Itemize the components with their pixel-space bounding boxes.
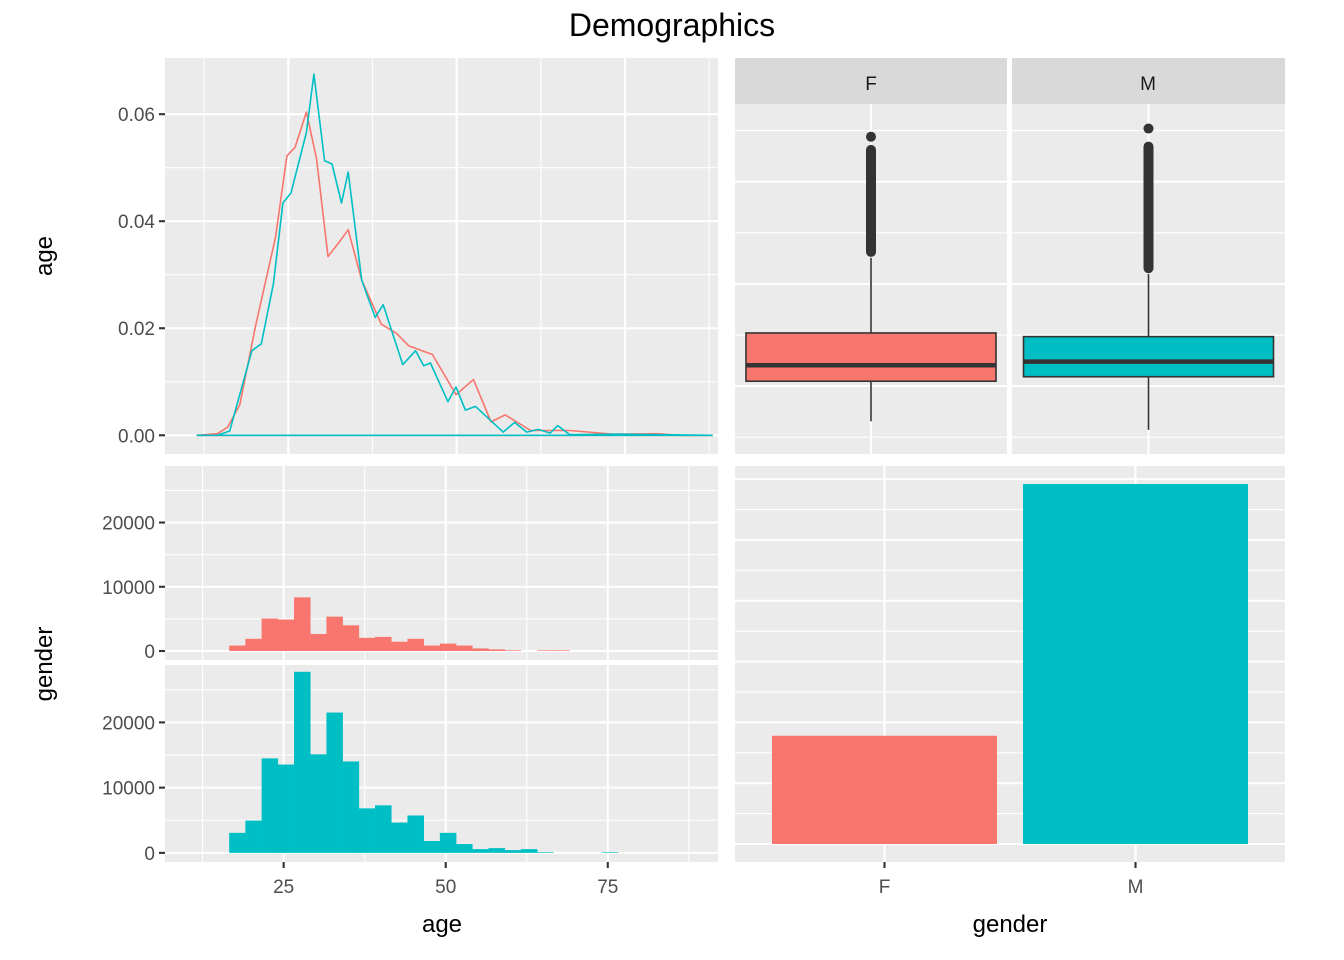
histogram-bar-M: [537, 852, 554, 853]
histogram-F-background: [165, 466, 718, 660]
y-axis-title-age: age: [31, 236, 58, 276]
histogram-bar-M: [294, 671, 311, 853]
histogram-bar-F: [537, 650, 554, 652]
density-panel-background: [165, 58, 718, 454]
histogram-bar-M: [520, 849, 538, 853]
histogram-bar-M: [245, 820, 262, 853]
histogram-bar-M: [375, 805, 392, 853]
histogram-bar-F: [472, 648, 489, 652]
histogram-x-tick-label: 25: [273, 877, 294, 898]
strip-F: [735, 58, 1007, 104]
histogram-bar-F: [553, 650, 570, 652]
histogram-bar-F: [229, 645, 246, 652]
boxplot-outliers-F: [866, 144, 876, 257]
histogram-bar-F: [261, 618, 279, 652]
strip-label-M: M: [1140, 74, 1156, 95]
histogram-bar-M: [456, 844, 473, 853]
boxplot-max-outlier-M: [1143, 123, 1154, 134]
histogram-y-tick-label: 20000: [102, 514, 155, 535]
density-y-tick-label: 0.04: [118, 212, 155, 233]
histogram-y-tick-label: 20000: [102, 713, 155, 734]
boxplot-marks: [745, 123, 1275, 430]
histogram-bar-F: [326, 616, 343, 652]
histogram-bar-F: [439, 643, 457, 652]
histogram-bar-F: [310, 633, 327, 652]
x-axis-title-age: age: [422, 911, 462, 938]
histogram-x-tick-label: 75: [597, 877, 618, 898]
histogram-bar-M: [472, 849, 489, 853]
density-line-M: [196, 73, 713, 437]
histogram-bar-F: [423, 645, 441, 652]
density-gridlines: [165, 58, 718, 454]
histogram-axes: 0 10000 20000 0 10000 20000 25 50 75: [102, 514, 618, 898]
histogram-bar-F: [245, 638, 262, 652]
histogram-bar-F: [456, 645, 473, 652]
histogram-bar-M: [342, 761, 360, 853]
histogram-bar-F: [407, 638, 424, 652]
plot-title: Demographics: [569, 7, 775, 43]
histogram-bar-M: [504, 850, 522, 853]
histogram-bar-M: [277, 764, 295, 853]
boxplot-panel: F M: [735, 58, 1285, 454]
histogram-x-tick-label: 50: [435, 877, 456, 898]
histogram-bar-M: [423, 840, 441, 853]
histogram-y-tick-label: 0: [144, 844, 155, 865]
histogram-bar-F: [277, 619, 295, 652]
histogram-bar-M: [601, 852, 619, 853]
histogram-bar-M: [261, 758, 279, 853]
boxplot-max-outlier-F: [866, 131, 876, 142]
gender-bars: [772, 484, 1248, 844]
strip-M: [1012, 58, 1285, 104]
density-y-tick-label: 0.06: [118, 105, 155, 126]
gender-bar-x-tick-label: F: [879, 877, 891, 898]
gender-bar-F: [772, 735, 997, 844]
histogram-bars: [229, 597, 619, 853]
density-y-tick-label: 0.00: [118, 426, 155, 447]
histogram-bar-M: [439, 832, 457, 853]
histogram-bar-F: [504, 650, 522, 652]
histogram-bar-F: [391, 641, 408, 652]
histogram-bar-F: [342, 625, 360, 652]
histogram-y-tick-label: 10000: [102, 578, 155, 599]
histogram-bar-M: [407, 815, 424, 853]
histogram-bar-M: [326, 712, 343, 853]
y-axis-title-gender: gender: [31, 627, 58, 702]
density-y-tick-label: 0.02: [118, 319, 155, 340]
histogram-bar-M: [310, 754, 327, 853]
histogram-bar-F: [488, 649, 506, 652]
x-axis-title-gender: gender: [973, 911, 1048, 938]
strip-label-F: F: [865, 74, 877, 95]
density-panel: 0.00 0.02 0.04 0.06: [118, 58, 718, 454]
histogram-bar-M: [358, 808, 376, 853]
gender-bar-M: [1023, 484, 1248, 844]
density-line-F: [196, 111, 713, 437]
boxplot-box-M: [1022, 335, 1275, 378]
density-y-axis: 0.00 0.02 0.04 0.06: [118, 105, 165, 447]
histogram-bar-M: [229, 832, 246, 853]
histogram-panel: 0 10000 20000 0 10000 20000 25 50 75: [102, 466, 718, 898]
boxplot-box-F: [745, 332, 997, 383]
histogram-bar-M: [488, 848, 506, 853]
histogram-bar-F: [294, 597, 311, 652]
histogram-bar-F: [375, 636, 392, 652]
gender-bar-x-tick-label: M: [1128, 877, 1144, 898]
histogram-y-tick-label: 0: [144, 642, 155, 663]
histogram-bar-M: [391, 822, 408, 853]
histogram-y-tick-label: 10000: [102, 779, 155, 800]
boxplot-outliers-M: [1143, 141, 1154, 274]
histogram-bar-F: [358, 637, 376, 652]
density-curves: [196, 73, 713, 437]
